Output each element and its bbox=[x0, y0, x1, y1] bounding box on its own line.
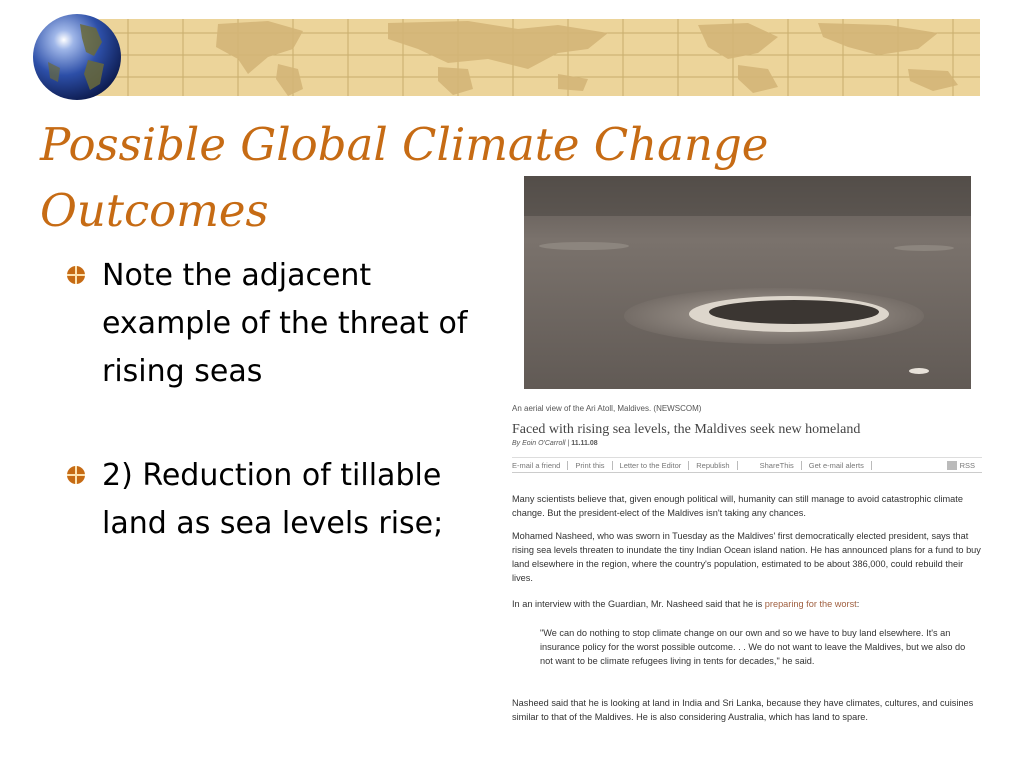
bullet-item: Note the adjacent example of the threat … bbox=[60, 252, 490, 396]
share-this-link[interactable]: ShareThis bbox=[738, 460, 802, 470]
republish-link[interactable]: Republish bbox=[689, 460, 738, 470]
email-alerts-link[interactable]: Get e-mail alerts bbox=[802, 460, 872, 470]
photo-caption: An aerial view of the Ari Atoll, Maldive… bbox=[512, 404, 702, 413]
article-paragraph: In an interview with the Guardian, Mr. N… bbox=[512, 599, 860, 609]
article-quote: "We can do nothing to stop climate chang… bbox=[540, 628, 966, 666]
news-clipping: An aerial view of the Ari Atoll, Maldive… bbox=[512, 172, 984, 744]
bullet-diamond-icon bbox=[67, 266, 85, 284]
article-byline: By Eoin O'Carroll | 11.11.08 bbox=[512, 440, 598, 447]
world-map-banner bbox=[88, 19, 980, 96]
letter-editor-link[interactable]: Letter to the Editor bbox=[613, 460, 690, 470]
print-link[interactable]: Print this bbox=[568, 460, 613, 470]
bullet-text: Note the adjacent example of the threat … bbox=[102, 258, 468, 389]
email-friend-link[interactable]: E-mail a friend bbox=[512, 460, 569, 470]
title-line-2: Outcomes bbox=[40, 184, 269, 237]
rss-link[interactable]: RSS bbox=[940, 460, 982, 470]
globe-icon bbox=[30, 12, 124, 102]
rss-icon bbox=[946, 460, 957, 470]
bullet-text: 2) Reduction of tillable land as sea lev… bbox=[102, 458, 444, 541]
article-paragraph: Nasheed said that he is looking at land … bbox=[512, 698, 974, 722]
article-headline: Faced with rising sea levels, the Maldiv… bbox=[512, 422, 861, 437]
article-paragraph: Mohamed Nasheed, who was sworn in Tuesda… bbox=[512, 531, 981, 583]
bullet-item: 2) Reduction of tillable land as sea lev… bbox=[60, 452, 490, 548]
slide-title: Possible Global Climate Change Outcomes bbox=[40, 112, 820, 244]
preparing-worst-link[interactable]: preparing for the worst bbox=[764, 599, 857, 609]
article-date: 11.11.08 bbox=[571, 440, 598, 447]
bullet-diamond-icon bbox=[67, 466, 85, 484]
article-toolbar: E-mail a friend Print this Letter to the… bbox=[512, 457, 982, 473]
atoll-aerial-photo bbox=[524, 176, 971, 389]
byline-author: By Eoin O'Carroll bbox=[512, 440, 566, 447]
title-line-1: Possible Global Climate Change bbox=[40, 118, 769, 171]
article-paragraph: Many scientists believe that, given enou… bbox=[512, 494, 963, 518]
bullet-list: Note the adjacent example of the threat … bbox=[60, 252, 490, 604]
